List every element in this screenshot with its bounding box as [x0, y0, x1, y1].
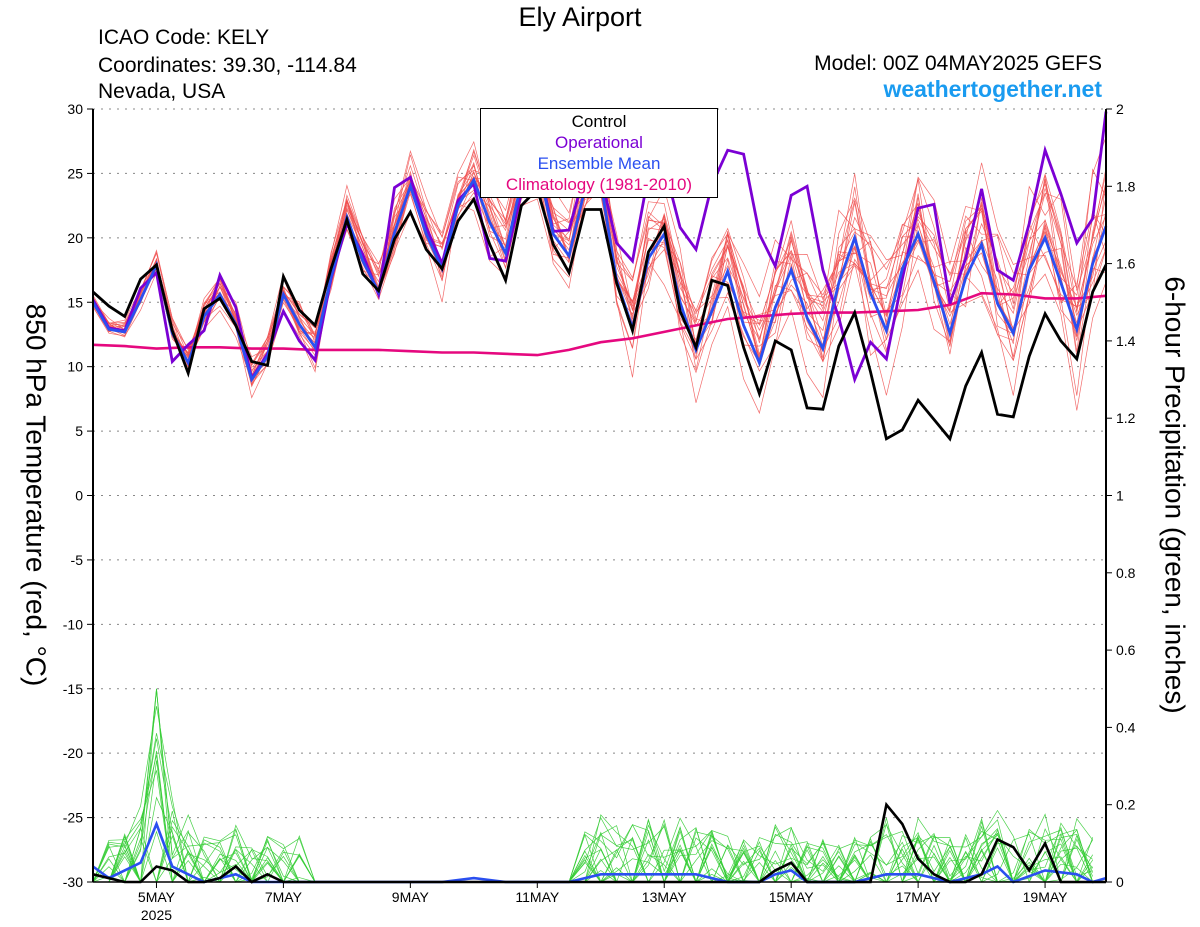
right-tick-label: 1.6: [1116, 256, 1136, 272]
legend-entry-operational: Operational: [555, 133, 643, 152]
control-temperature-line: [92, 186, 1108, 442]
left-axis-label: 850 hPa Temperature (red, °C): [21, 304, 52, 687]
right-tick-label: 1.8: [1116, 178, 1136, 194]
precipitation-member-line: [93, 811, 1094, 883]
right-axis-label: 6-hour Precipitation (green, inches): [1160, 276, 1191, 713]
station-coordinates: Coordinates: 39.30, -114.84: [98, 54, 357, 77]
precipitation-member-line: [93, 818, 1094, 884]
x-tick-year-label: 2025: [141, 907, 172, 923]
x-tick-label: 5MAY: [138, 889, 176, 905]
left-tick-label: -25: [63, 810, 83, 826]
left-tick-label: -5: [71, 552, 84, 568]
left-tick-label: 0: [75, 488, 83, 504]
right-tick-label: 0.8: [1116, 565, 1136, 581]
climatology-line: [92, 291, 1107, 357]
legend-entry-ensemble-mean: Ensemble Mean: [537, 154, 661, 173]
right-tick-label: 1: [1116, 488, 1124, 504]
left-tick-label: -10: [63, 616, 83, 632]
x-tick-label: 13MAY: [642, 889, 688, 905]
temperature-member-line: [92, 187, 1107, 415]
right-tick-label: 1.2: [1116, 410, 1136, 426]
left-tick-label: 30: [67, 101, 83, 117]
left-tick-label: -20: [63, 745, 83, 761]
left-tick-label: 5: [75, 423, 83, 439]
right-tick-label: 0.6: [1116, 642, 1136, 658]
left-tick-label: 25: [67, 165, 83, 181]
right-tick-label: 0: [1116, 874, 1124, 890]
left-tick-label: -15: [63, 681, 83, 697]
left-tick-label: 15: [67, 294, 83, 310]
right-tick-label: 0.2: [1116, 797, 1136, 813]
left-tick-label: -30: [63, 874, 83, 890]
x-tick-label: 9MAY: [392, 889, 430, 905]
temperature-member-line: [92, 162, 1107, 399]
left-tick-label: 20: [67, 230, 83, 246]
chart-axes: [87, 108, 1112, 888]
page-title: Ely Airport: [518, 2, 642, 32]
site-link[interactable]: weathertogether.net: [883, 76, 1102, 102]
precipitation-ensemble-members: [92, 688, 1094, 884]
station-location: Nevada, USA: [98, 80, 226, 103]
right-tick-label: 2: [1116, 101, 1124, 117]
legend-entry-control: Control: [571, 112, 627, 131]
model-run: Model: 00Z 04MAY2025 GEFS: [814, 52, 1102, 75]
main-series: [91, 111, 1108, 884]
right-tick-label: 1.4: [1116, 333, 1136, 349]
x-tick-label: 19MAY: [1023, 889, 1069, 905]
chart-legend: Control Operational Ensemble Mean Climat…: [480, 108, 718, 198]
right-tick-label: 0.4: [1116, 719, 1136, 735]
legend-entry-climatology: Climatology (1981-2010): [505, 175, 693, 194]
left-tick-label: 10: [67, 359, 83, 375]
x-tick-label: 11MAY: [515, 889, 559, 905]
precipitation-member-line: [92, 823, 1093, 884]
tick-labels: 302520151050-5-10-15-20-25-3021.81.61.41…: [63, 101, 1136, 923]
x-tick-label: 15MAY: [769, 889, 815, 905]
x-tick-label: 17MAY: [896, 889, 942, 905]
station-code: ICAO Code: KELY: [98, 26, 270, 49]
x-tick-label: 7MAY: [265, 889, 303, 905]
grid-lines: [93, 108, 1106, 883]
